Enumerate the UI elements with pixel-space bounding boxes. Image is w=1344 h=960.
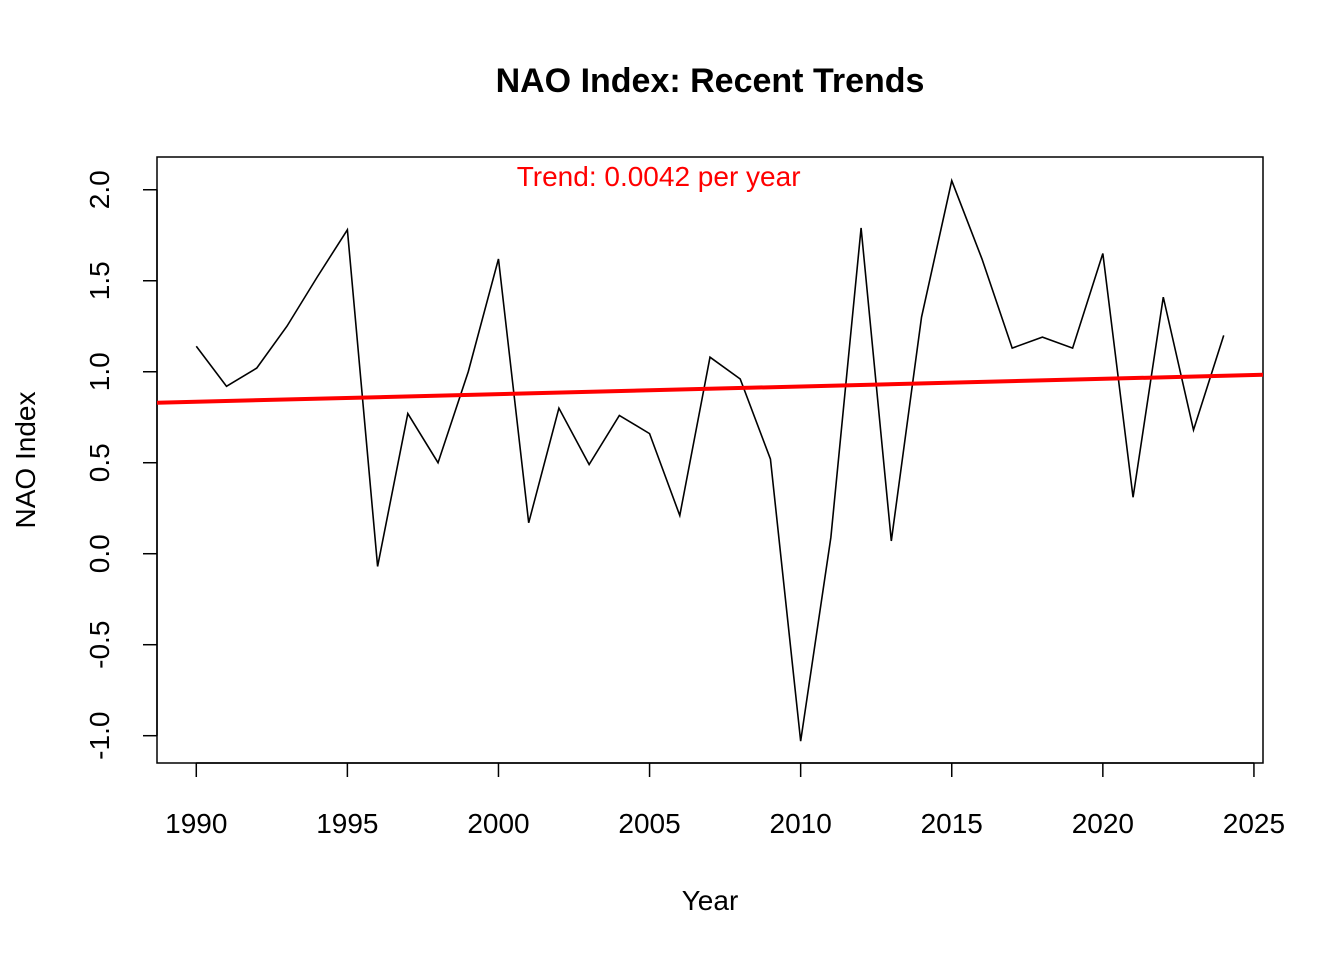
y-tick-label: 1.5 bbox=[84, 261, 115, 300]
plot-frame bbox=[156, 156, 1264, 764]
y-tick-label: -1.0 bbox=[84, 712, 115, 760]
y-tick-label: 0.0 bbox=[84, 534, 115, 573]
trend-line bbox=[156, 372, 1264, 405]
x-axis: 1990 1995 2000 2005 2010 2015 2020 2025 bbox=[165, 762, 1285, 839]
trend-annotation: Trend: 0.0042 per year bbox=[517, 161, 801, 192]
y-tick-label: 1.0 bbox=[84, 352, 115, 391]
x-tick-label: 2015 bbox=[921, 808, 983, 839]
x-tick-label: 2020 bbox=[1072, 808, 1134, 839]
chart-title: NAO Index: Recent Trends bbox=[496, 62, 925, 100]
x-axis-label: Year bbox=[682, 885, 739, 916]
plot-area: Trend: 0.0042 per year bbox=[156, 161, 1264, 742]
x-tick-label: 2025 bbox=[1223, 808, 1285, 839]
x-tick-label: 1990 bbox=[165, 808, 227, 839]
x-tick-label: 2005 bbox=[618, 808, 680, 839]
y-tick-label: -0.5 bbox=[84, 621, 115, 669]
x-tick-label: 2010 bbox=[770, 808, 832, 839]
series-line-0 bbox=[195, 177, 1225, 742]
y-axis: -1.0 -0.5 0.0 0.5 1.0 1.5 2.0 bbox=[84, 170, 158, 760]
x-tick-label: 1995 bbox=[316, 808, 378, 839]
y-tick-label: 2.0 bbox=[84, 170, 115, 209]
x-tick-label: 2000 bbox=[467, 808, 529, 839]
y-tick-label: 0.5 bbox=[84, 443, 115, 482]
y-axis-label: NAO Index bbox=[10, 392, 41, 529]
